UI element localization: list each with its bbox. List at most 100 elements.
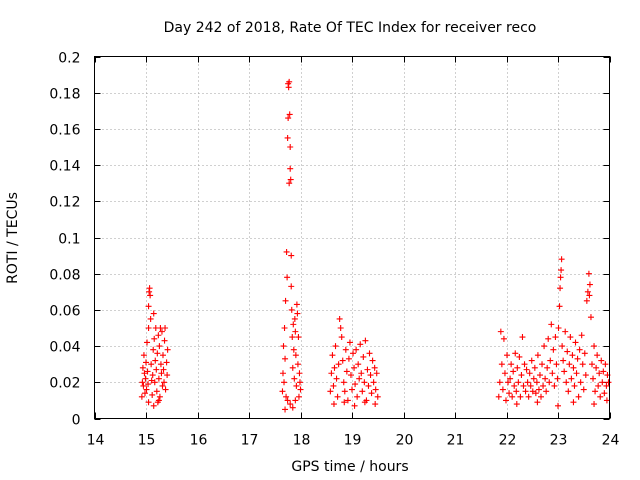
data-point [558,256,565,263]
data-point [519,334,526,341]
data-point [557,274,564,281]
data-point [156,393,163,400]
data-point [600,368,607,375]
data-point [284,397,291,404]
data-point [140,352,147,359]
data-point [342,346,349,353]
data-point [294,361,301,368]
x-tick-label: 23 [550,433,568,449]
data-point [284,134,291,141]
data-point [283,248,290,255]
y-tick-labels: 0 0.02 0.04 0.06 0.08 0.1 0.12 0.14 0.16 0.18 0.2 [49,51,80,429]
data-point [287,144,294,150]
data-point [567,334,574,341]
data-point [150,346,157,353]
data-point [561,368,568,375]
data-point [584,288,591,295]
data-point [368,390,375,397]
data-point [335,361,342,368]
data-point [162,325,169,331]
data-point [580,386,587,393]
data-point [139,364,146,371]
data-point [597,393,604,400]
data-point [358,370,365,377]
data-point [496,379,503,386]
data-point [525,393,532,400]
data-point [497,328,504,335]
data-point [162,386,169,393]
data-point [157,361,164,368]
data-point [577,379,584,386]
data-point [279,370,286,377]
data-point [534,352,541,359]
data-point [147,315,154,322]
data-point [574,355,581,362]
y-tick-label: 0.12 [49,195,80,211]
data-point [545,335,552,342]
data-point [287,401,294,408]
data-point [287,176,294,183]
data-point [594,352,601,359]
data-point [150,402,157,409]
data-point [153,366,160,373]
x-tick-label: 21 [447,433,465,449]
data-point [282,355,289,362]
data-point [603,382,610,389]
data-point [586,281,593,288]
data-point [588,361,595,368]
data-point [339,357,346,364]
data-point [559,343,566,350]
data-point [568,375,575,382]
data-point [155,332,162,339]
y-tick-label: 0.1 [58,232,80,248]
data-point [286,78,293,85]
data-point [579,361,586,368]
y-tick-label: 0.02 [49,376,80,392]
data-point [292,397,299,404]
data-point [524,379,531,386]
data-point [290,346,297,353]
data-point [530,375,537,382]
x-tick-label: 18 [293,433,311,449]
data-point [346,339,353,346]
data-point [292,352,299,359]
data-point [280,343,287,350]
data-point [141,370,148,377]
data-point [565,388,572,395]
data-point [534,399,541,406]
data-point [514,364,521,371]
data-point [550,346,557,353]
data-point [562,328,569,335]
data-point [143,359,149,366]
data-point [583,297,590,304]
data-point [570,399,577,406]
data-point [144,368,151,375]
data-point [286,111,293,118]
data-point [288,283,295,290]
data-point [555,325,562,331]
data-point [296,370,303,377]
data-point [354,393,361,400]
data-point [361,379,368,386]
data-point [548,321,555,328]
x-tick-label: 14 [87,433,105,449]
x-tick-label: 22 [499,433,517,449]
data-point [345,355,352,362]
data-point [372,401,379,408]
data-point [349,386,355,393]
data-point [504,352,511,359]
y-tick-label: 0.18 [49,87,80,103]
data-point [566,361,573,368]
data-point [283,393,290,400]
data-point [143,386,150,393]
data-point [569,352,576,359]
data-point [592,388,599,395]
data-point [373,370,380,377]
data-point [356,375,363,382]
data-point [593,364,600,371]
data-point [353,346,360,353]
data-point [520,382,527,389]
y-tick-label: 0.08 [49,268,80,284]
data-point [499,386,506,393]
data-point [286,180,293,187]
